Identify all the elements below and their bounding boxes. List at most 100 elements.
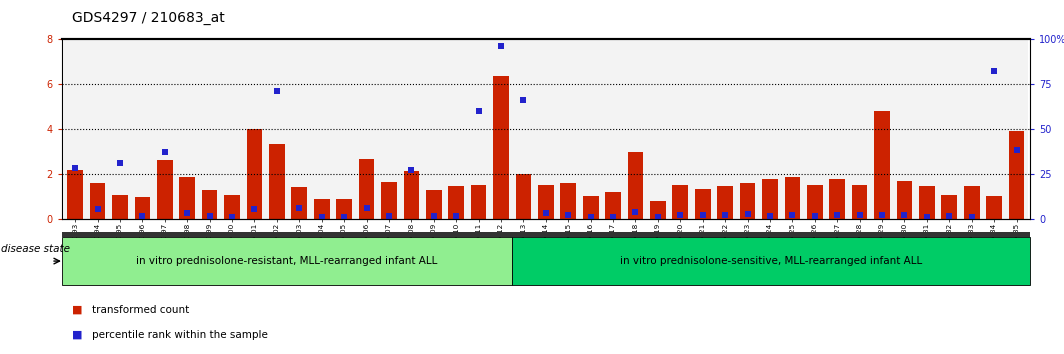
Point bbox=[156, 149, 173, 155]
Point bbox=[627, 209, 644, 215]
Point bbox=[134, 213, 151, 219]
Point bbox=[941, 213, 958, 219]
Bar bbox=[736, 39, 759, 219]
Point bbox=[448, 213, 465, 219]
Bar bbox=[695, 189, 711, 219]
Point bbox=[963, 215, 980, 220]
Point bbox=[403, 167, 420, 173]
Bar bbox=[266, 39, 288, 219]
Point bbox=[246, 206, 263, 212]
Text: ■: ■ bbox=[72, 305, 83, 315]
Bar bbox=[225, 195, 239, 219]
Bar bbox=[400, 39, 422, 219]
Point bbox=[515, 97, 532, 103]
Bar bbox=[650, 201, 666, 219]
Bar bbox=[580, 39, 602, 219]
Bar bbox=[759, 39, 781, 219]
Point bbox=[493, 43, 510, 48]
Point bbox=[358, 205, 375, 211]
Bar bbox=[647, 39, 669, 219]
Point bbox=[537, 210, 554, 216]
Text: ■: ■ bbox=[72, 330, 83, 340]
Point bbox=[807, 213, 824, 219]
Point bbox=[335, 215, 352, 220]
Bar bbox=[919, 185, 934, 219]
Bar bbox=[870, 39, 894, 219]
Bar bbox=[717, 185, 733, 219]
Bar bbox=[692, 39, 714, 219]
Bar bbox=[202, 190, 217, 219]
Bar bbox=[292, 187, 307, 219]
Bar bbox=[762, 179, 778, 219]
Point bbox=[717, 212, 734, 218]
Bar bbox=[311, 39, 333, 219]
Bar bbox=[134, 197, 150, 219]
Bar bbox=[669, 39, 692, 219]
Point bbox=[179, 210, 196, 216]
Bar bbox=[67, 170, 83, 219]
Text: transformed count: transformed count bbox=[92, 305, 188, 315]
Bar bbox=[605, 193, 621, 219]
Point bbox=[112, 160, 129, 166]
Text: GDS4297 / 210683_at: GDS4297 / 210683_at bbox=[72, 11, 226, 25]
Point bbox=[560, 212, 577, 218]
Text: in vitro prednisolone-resistant, MLL-rearranged infant ALL: in vitro prednisolone-resistant, MLL-rea… bbox=[136, 256, 437, 266]
Bar bbox=[672, 184, 688, 219]
Bar bbox=[583, 196, 599, 219]
Bar bbox=[561, 183, 576, 219]
Bar bbox=[1009, 131, 1025, 219]
Bar bbox=[378, 39, 400, 219]
Point bbox=[739, 211, 757, 217]
Bar bbox=[942, 195, 958, 219]
Bar bbox=[493, 76, 509, 219]
Bar bbox=[512, 39, 534, 219]
Point bbox=[313, 215, 330, 220]
Bar bbox=[422, 39, 445, 219]
Bar bbox=[198, 39, 221, 219]
Bar bbox=[247, 129, 263, 219]
Bar bbox=[803, 39, 826, 219]
Point bbox=[67, 165, 84, 170]
Point bbox=[985, 68, 1002, 73]
Bar bbox=[781, 39, 803, 219]
Point bbox=[470, 108, 487, 114]
Point bbox=[762, 213, 779, 219]
Point bbox=[290, 205, 307, 211]
Bar bbox=[112, 195, 128, 219]
Bar bbox=[86, 39, 109, 219]
Bar bbox=[516, 175, 531, 219]
Bar bbox=[784, 177, 800, 219]
Bar bbox=[359, 159, 375, 219]
Bar bbox=[894, 39, 916, 219]
Bar bbox=[807, 184, 822, 219]
Bar bbox=[381, 182, 397, 219]
Bar bbox=[153, 39, 176, 219]
Bar bbox=[602, 39, 625, 219]
Bar bbox=[269, 144, 285, 219]
Bar bbox=[470, 184, 486, 219]
Point bbox=[694, 212, 711, 218]
Bar bbox=[964, 185, 980, 219]
Point bbox=[784, 212, 801, 218]
Bar bbox=[176, 39, 198, 219]
Bar bbox=[829, 179, 845, 219]
Point bbox=[201, 213, 218, 219]
Bar bbox=[89, 183, 105, 219]
Bar bbox=[109, 39, 131, 219]
Bar bbox=[131, 39, 153, 219]
Point bbox=[381, 213, 398, 219]
Bar bbox=[897, 181, 912, 219]
Bar bbox=[938, 39, 961, 219]
Bar bbox=[534, 39, 558, 219]
Bar bbox=[180, 177, 195, 219]
Bar bbox=[288, 39, 311, 219]
Bar bbox=[916, 39, 938, 219]
Point bbox=[426, 213, 443, 219]
Text: disease state: disease state bbox=[1, 244, 70, 254]
Bar bbox=[558, 39, 580, 219]
Point bbox=[874, 212, 891, 218]
Point bbox=[649, 215, 666, 220]
Bar bbox=[628, 152, 644, 219]
Point bbox=[1008, 147, 1025, 152]
Bar bbox=[448, 185, 464, 219]
